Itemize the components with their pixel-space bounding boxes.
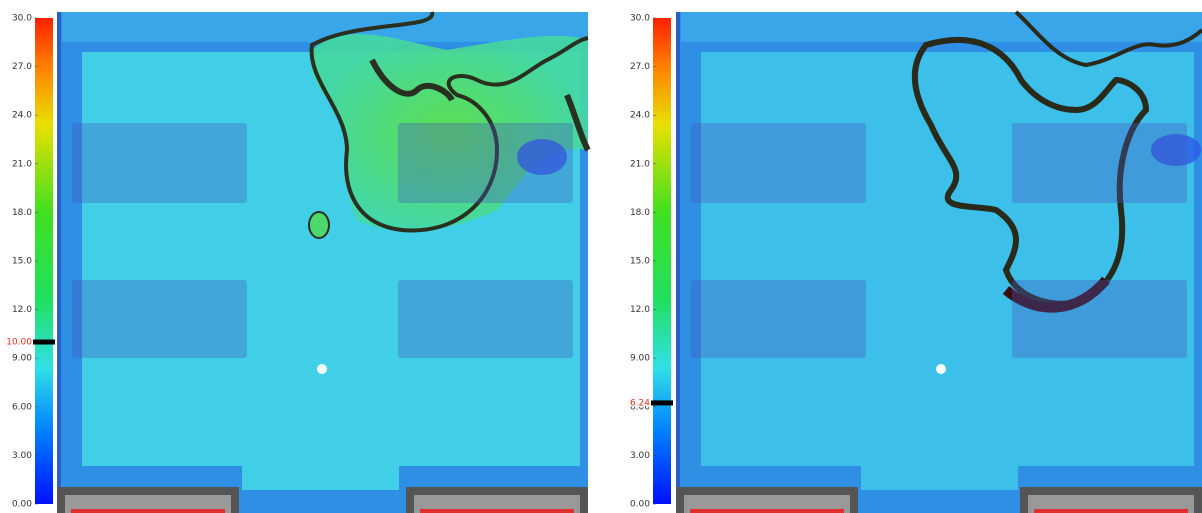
tick-label: 9.00 xyxy=(630,354,650,364)
obstacle xyxy=(398,123,573,203)
obstacle xyxy=(1012,280,1187,358)
wall-edge xyxy=(1034,509,1188,513)
tick-label: 24.0 xyxy=(12,111,32,121)
heatmap-interior xyxy=(701,52,1194,490)
tick-label: 0.00 xyxy=(12,500,32,510)
heatmap-edge xyxy=(676,12,680,513)
wall-edge xyxy=(420,509,574,513)
threshold-label: 10.00 xyxy=(6,338,32,348)
threshold-marker xyxy=(651,400,673,406)
tick-label: 12.0 xyxy=(12,305,32,315)
tick-label: 21.0 xyxy=(630,159,650,169)
obstacle xyxy=(72,123,247,203)
tick-label: 0.00 xyxy=(630,500,650,510)
wall-inner xyxy=(684,495,850,513)
tick-label: 15.0 xyxy=(630,257,650,267)
tick-label: 15.0 xyxy=(12,257,32,267)
tick-label: 18.0 xyxy=(630,208,650,218)
contour xyxy=(1014,10,1202,68)
threshold-label: 6.24 xyxy=(630,398,650,408)
tick-label: 30.0 xyxy=(630,14,650,24)
cold-spot xyxy=(517,139,567,175)
obstacle xyxy=(72,280,247,358)
heatmap-top xyxy=(681,12,1202,42)
tick-label: 3.00 xyxy=(630,451,650,461)
wall-edge xyxy=(71,509,225,513)
contour xyxy=(911,36,1150,307)
tick-label: 9.00 xyxy=(12,354,32,364)
tick-label: 27.0 xyxy=(12,62,32,72)
cold-spot xyxy=(1151,134,1201,166)
obstacle xyxy=(398,280,573,358)
contour xyxy=(308,211,330,239)
contour xyxy=(369,58,591,152)
wall-edge xyxy=(690,509,844,513)
obstacle xyxy=(691,123,866,203)
threshold-marker xyxy=(33,339,55,345)
wall-inner xyxy=(414,495,580,513)
heatmap-edge xyxy=(57,12,61,513)
wall-inner xyxy=(65,495,231,513)
tick-label: 6.00 xyxy=(12,402,32,412)
obstacle xyxy=(691,280,866,358)
obstacle xyxy=(1012,123,1187,203)
colorbar xyxy=(35,18,53,504)
contour xyxy=(1002,276,1110,313)
tick-label: 3.00 xyxy=(12,451,32,461)
tick-label: 30.0 xyxy=(12,14,32,24)
contour xyxy=(309,11,589,233)
hot-zone xyxy=(310,34,588,231)
tick-label: 27.0 xyxy=(630,62,650,72)
tick-label: 21.0 xyxy=(12,159,32,169)
colorbar xyxy=(653,18,671,504)
tick-label: 18.0 xyxy=(12,208,32,218)
sensor-dot xyxy=(317,364,327,374)
sensor-dot xyxy=(936,364,946,374)
tick-label: 24.0 xyxy=(630,111,650,121)
wall-inner xyxy=(1028,495,1194,513)
tick-label: 12.0 xyxy=(630,305,650,315)
tick-label: 6.00 xyxy=(630,402,650,412)
